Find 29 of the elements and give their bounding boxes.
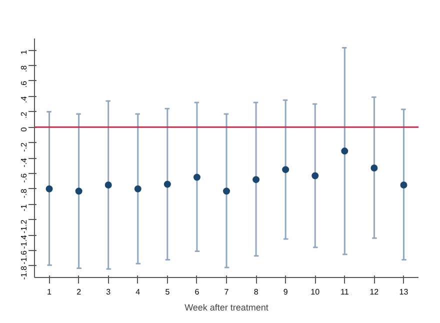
x-tick-label: 8 bbox=[254, 288, 259, 296]
x-tick-label: 4 bbox=[136, 288, 141, 296]
x-tick-label: 7 bbox=[224, 288, 230, 296]
x-tick-label: 13 bbox=[399, 288, 409, 296]
y-tick-label: .4 bbox=[20, 96, 28, 103]
x-tick-label: 10 bbox=[310, 288, 320, 296]
y-tick-label: .2 bbox=[20, 111, 28, 118]
y-tick-label: -1.2 bbox=[20, 219, 28, 234]
x-tick-label: 2 bbox=[76, 288, 82, 296]
y-tick-label: -1.4 bbox=[20, 234, 28, 249]
y-tick-label: -.6 bbox=[20, 172, 28, 183]
x-tick-label: 3 bbox=[106, 288, 112, 296]
y-tick-label: -.4 bbox=[20, 157, 28, 168]
x-tick-label: 11 bbox=[340, 288, 350, 296]
y-tick-label: 0 bbox=[20, 126, 28, 132]
x-tick-label: 1 bbox=[47, 288, 52, 296]
y-tick-label: -.2 bbox=[20, 142, 28, 152]
y-tick-label: -.8 bbox=[20, 188, 28, 198]
x-tick-label: 12 bbox=[370, 288, 380, 296]
x-tick-label: 6 bbox=[194, 288, 200, 296]
y-tick-label: .8 bbox=[20, 64, 28, 72]
y-tick-label: -1 bbox=[20, 204, 28, 212]
y-tick-label: -1.6 bbox=[20, 250, 28, 264]
y-tick-label: 1 bbox=[20, 50, 28, 55]
x-tick-label: 5 bbox=[165, 288, 170, 296]
y-tick-label: .6 bbox=[20, 80, 28, 88]
x-tick-label: 9 bbox=[283, 288, 288, 296]
x-axis-title: Week after treatment bbox=[184, 302, 269, 312]
y-tick-label: -1.8 bbox=[20, 265, 28, 280]
